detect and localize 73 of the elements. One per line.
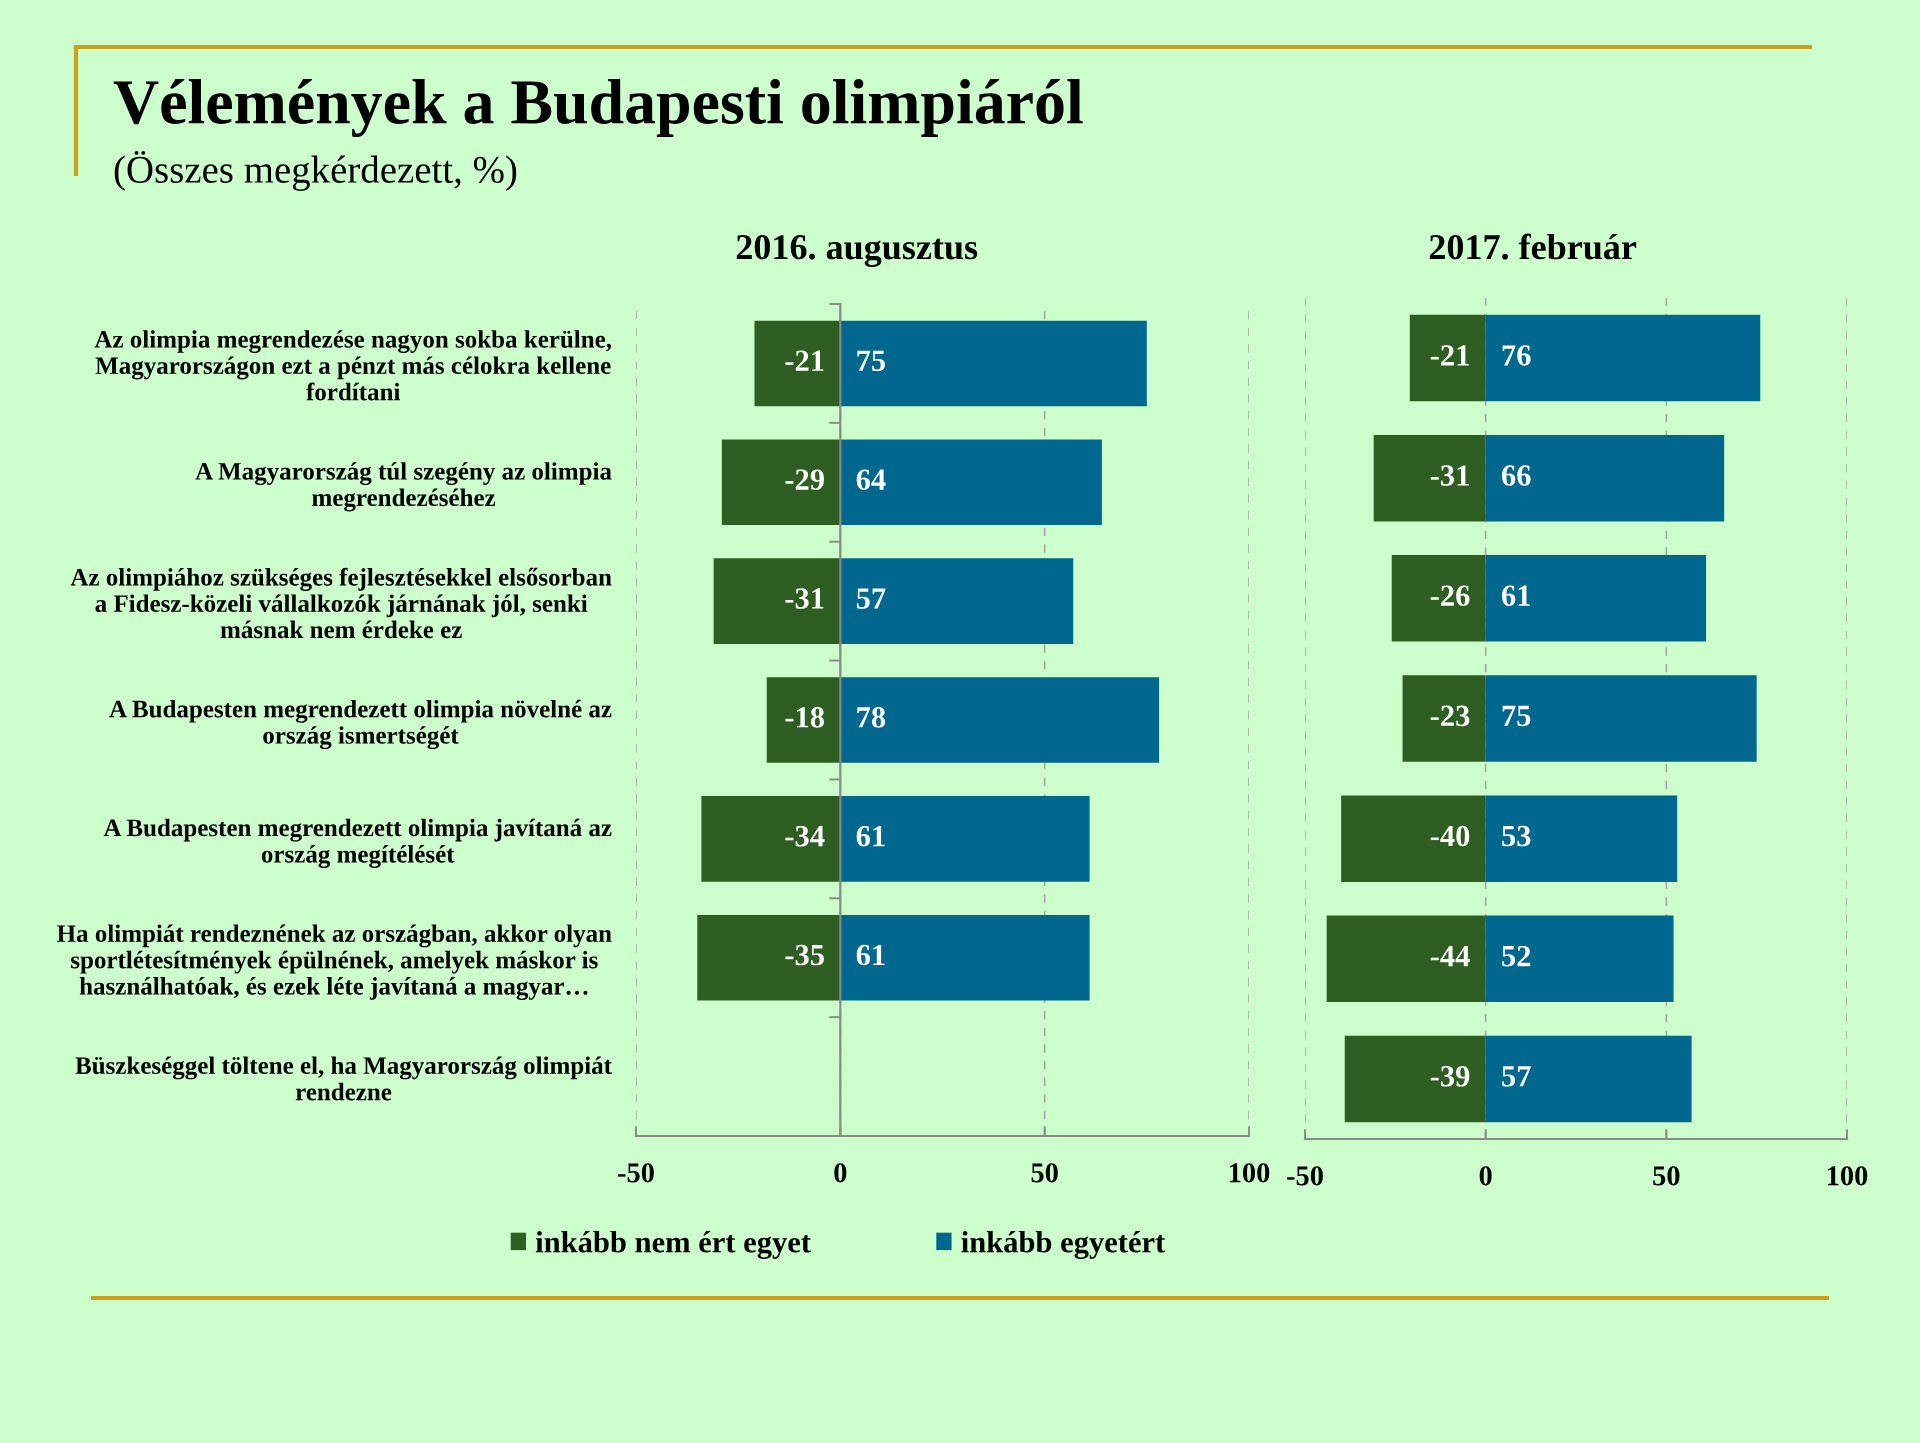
bar xyxy=(721,439,841,526)
bar xyxy=(1344,1035,1486,1123)
data-label: -18 xyxy=(785,707,825,728)
y-tick-label: A Budapesten megrendezett olimpia növelné az ország ismertségét xyxy=(109,699,612,750)
data-label: -23 xyxy=(1430,705,1470,727)
bar xyxy=(1341,795,1486,882)
y-tick-label: Ha olimpiát rendeznének az országban, akkor olyan sportlétesítmények épülnének, amelyek máskor is használhatóak, és ezek léte javítaná a magyar… xyxy=(57,924,612,1000)
x-tick-label: 100 xyxy=(1229,1163,1270,1183)
bar xyxy=(840,558,1074,644)
data-label: -21 xyxy=(1430,345,1469,366)
bar xyxy=(1485,314,1761,402)
legend-label: inkább egyetért xyxy=(961,1231,1166,1259)
x-tick-label: 0 xyxy=(1479,1166,1492,1186)
bar xyxy=(1373,434,1486,522)
bar xyxy=(754,320,841,407)
bar xyxy=(1485,434,1725,522)
x-tick-label: 50 xyxy=(1653,1166,1680,1186)
data-label: -31 xyxy=(1430,465,1469,486)
data-label: -35 xyxy=(785,944,824,966)
bar xyxy=(1326,915,1486,1003)
data-label: 61 xyxy=(856,944,885,966)
text: Vélemények a Budapesti olimpiáról xyxy=(113,78,1083,138)
bar xyxy=(1485,1035,1692,1123)
data-label: 66 xyxy=(1501,465,1531,486)
y-tick-label: Az olimpia megrendezése nagyon sokba kerülne, Magyarországon ezt a pénzt más célokra kellene fordítani xyxy=(94,330,612,401)
data-label: -29 xyxy=(785,469,824,490)
data-label: 78 xyxy=(857,707,886,728)
bar xyxy=(1409,314,1486,402)
bar xyxy=(1485,675,1757,762)
data-label: 57 xyxy=(856,588,886,609)
bar xyxy=(1402,675,1486,762)
text: (Összes megkérdezett, %) xyxy=(114,151,517,191)
data-label: 57 xyxy=(1502,1066,1531,1087)
bar xyxy=(840,796,1090,882)
data-label: 61 xyxy=(1501,585,1530,607)
y-tick-label: Az olimpiához szükséges fejlesztésekkel elsősorban a Fidesz-közeli vállalkozók járnának jól, senki másnak nem érdeke ez xyxy=(70,567,612,639)
bar xyxy=(1485,795,1678,882)
bar xyxy=(840,320,1147,407)
bar xyxy=(1485,555,1707,642)
data-label: 75 xyxy=(857,350,886,372)
data-label: -39 xyxy=(1430,1066,1470,1087)
data-label: 75 xyxy=(1502,705,1531,727)
data-label: -31 xyxy=(785,588,824,609)
y-tick-label: A Magyarország túl szegény az olimpia megrendezéséhez xyxy=(195,462,612,512)
y-tick-label: Büszkeséggel töltene el, ha Magyarország olimpiát rendezne xyxy=(75,1056,612,1101)
bar xyxy=(840,677,1160,763)
bar xyxy=(697,914,841,1001)
y-tick-label: A Budapesten megrendezett olimpia javítaná az ország megítélését xyxy=(103,818,612,868)
chart-title: 2017. február xyxy=(1429,233,1637,260)
chart-title: 2016. augusztus xyxy=(736,234,978,267)
data-label: 52 xyxy=(1502,945,1531,967)
x-tick-label: 0 xyxy=(834,1163,847,1183)
bar xyxy=(1391,555,1486,642)
data-label: -26 xyxy=(1430,585,1470,607)
data-label: -40 xyxy=(1430,825,1470,847)
bar xyxy=(701,796,841,882)
bar xyxy=(840,914,1090,1001)
bar xyxy=(1485,915,1674,1003)
bar xyxy=(840,439,1102,526)
x-tick-label: -50 xyxy=(1287,1166,1323,1186)
data-label: 76 xyxy=(1502,345,1531,366)
bar xyxy=(713,558,841,644)
data-label: 53 xyxy=(1502,825,1531,847)
x-tick-label: 50 xyxy=(1031,1163,1058,1183)
x-tick-label: 100 xyxy=(1827,1166,1868,1186)
bar xyxy=(766,677,841,763)
data-label: -44 xyxy=(1430,946,1470,967)
data-label: 61 xyxy=(856,825,885,847)
data-label: -21 xyxy=(785,350,824,371)
legend-label: inkább nem ért egyet xyxy=(535,1231,811,1259)
x-tick-label: -50 xyxy=(618,1163,654,1183)
data-label: -34 xyxy=(785,825,825,847)
data-label: 64 xyxy=(856,469,886,490)
